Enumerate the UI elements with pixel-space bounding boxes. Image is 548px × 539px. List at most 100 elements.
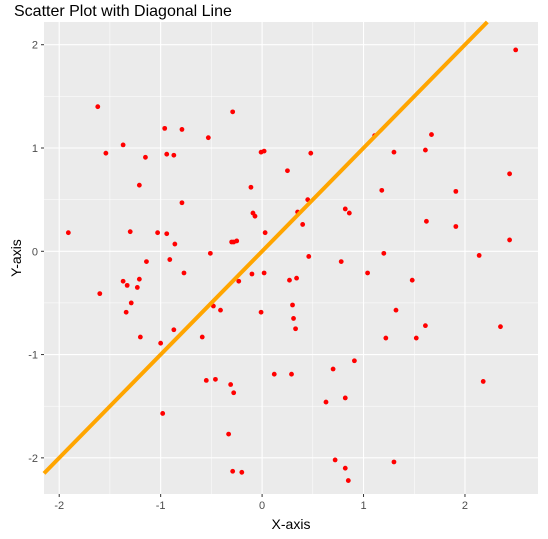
data-point [218, 307, 223, 313]
data-point [381, 250, 387, 256]
data-point [162, 125, 168, 131]
data-point [179, 127, 185, 132]
data-point [413, 335, 419, 341]
data-point [179, 200, 185, 206]
data-point [308, 150, 314, 156]
data-point [172, 241, 178, 247]
reference-line-group [42, 20, 489, 475]
data-point [124, 282, 130, 288]
y-tick-label: 1 [32, 143, 38, 155]
data-point [351, 358, 357, 364]
data-point [429, 132, 434, 137]
data-point [289, 371, 294, 377]
y-tick-label: -1 [28, 350, 38, 362]
data-point [287, 277, 292, 283]
data-point [65, 230, 71, 236]
data-point [379, 187, 385, 193]
data-point [294, 275, 299, 281]
data-point [120, 142, 126, 148]
x-tick-label: -2 [54, 500, 64, 512]
data-point [342, 465, 348, 471]
plot-panel [44, 22, 538, 494]
data-point [476, 253, 482, 258]
data-point [136, 182, 142, 188]
data-point [306, 254, 312, 259]
data-point [181, 270, 187, 276]
data-point [231, 239, 237, 245]
data-point [167, 257, 173, 262]
data-point [409, 277, 415, 283]
data-point [144, 259, 149, 265]
x-tick-label: -1 [156, 500, 166, 512]
data-point [158, 340, 164, 346]
data-point [261, 148, 267, 154]
data-point [203, 377, 209, 383]
data-point [262, 230, 268, 236]
data-point [513, 47, 519, 53]
y-axis-title: Y-axis [8, 239, 24, 277]
grid-lines [44, 22, 538, 494]
data-point [128, 300, 134, 306]
data-point [391, 149, 397, 155]
data-point [171, 152, 177, 158]
data-point [155, 230, 161, 236]
data-point [230, 109, 236, 115]
data-point [498, 324, 503, 330]
data-point [290, 302, 295, 308]
y-axis-ticks: -2 -1 0 1 2 [28, 40, 44, 465]
data-point [480, 379, 486, 384]
data-point [383, 335, 389, 341]
data-point [391, 459, 397, 465]
data-point [293, 326, 298, 332]
data-point [365, 270, 370, 276]
data-point [424, 218, 429, 224]
data-point [346, 210, 352, 216]
data-point [393, 307, 399, 313]
data-point [342, 206, 348, 212]
data-point [332, 457, 338, 463]
y-tick-label: -2 [28, 453, 38, 465]
data-point [205, 135, 211, 141]
x-axis-ticks: -2 -1 0 1 2 [54, 494, 468, 512]
data-point [239, 469, 245, 475]
data-point [261, 270, 267, 276]
data-point [136, 276, 142, 282]
data-point [453, 188, 459, 194]
data-point [207, 250, 213, 256]
data-point [285, 168, 290, 174]
data-point [453, 224, 459, 229]
data-point [160, 411, 166, 416]
x-tick-label: 1 [360, 500, 366, 512]
data-point [164, 151, 170, 157]
data-point [226, 431, 232, 437]
data-point [137, 334, 143, 340]
data-point [248, 184, 254, 190]
data-point [345, 478, 351, 483]
data-point [330, 366, 336, 372]
y-tick-label: 2 [32, 40, 38, 52]
data-point [123, 309, 129, 315]
data-point [423, 147, 428, 153]
x-tick-label: 2 [462, 500, 468, 512]
data-point [213, 376, 218, 382]
data-point [171, 327, 177, 333]
data-point [323, 399, 329, 405]
data-point [252, 213, 258, 219]
data-point [231, 390, 237, 396]
data-point [120, 278, 126, 284]
data-point [338, 259, 344, 265]
data-point [143, 154, 148, 160]
data-point [199, 334, 205, 340]
data-point [300, 222, 306, 227]
data-point [95, 104, 101, 110]
data-point [507, 171, 512, 177]
x-tick-label: 0 [259, 500, 265, 512]
data-point [103, 150, 109, 156]
data-point [258, 309, 264, 315]
data-point [97, 291, 103, 297]
data-point [230, 468, 236, 474]
data-point [249, 271, 255, 277]
data-point [164, 231, 170, 237]
data-point [423, 323, 428, 329]
